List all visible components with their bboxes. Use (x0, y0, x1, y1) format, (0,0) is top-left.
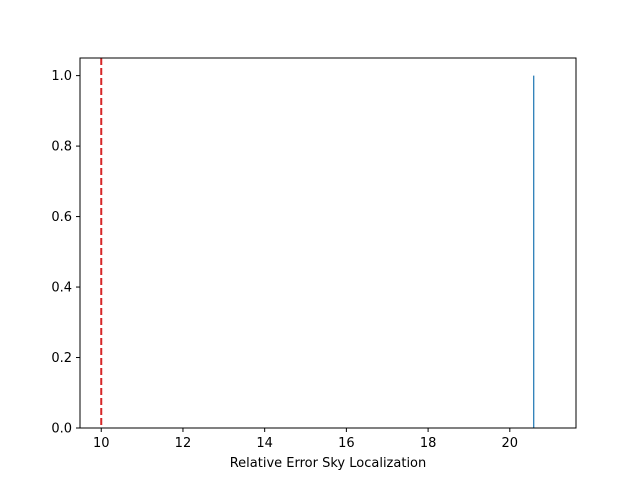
x-tick-label: 12 (175, 436, 192, 451)
y-tick-label: 1.0 (51, 69, 72, 84)
y-axis-ticks: 0.0 0.2 0.4 0.6 0.8 1.0 (51, 69, 80, 437)
x-tick-label: 14 (256, 436, 273, 451)
x-tick-label: 16 (338, 436, 355, 451)
plot-frame (79, 57, 577, 429)
histogram-bar (533, 75, 535, 428)
y-tick-label: 0.6 (51, 210, 72, 225)
y-tick-label: 0.4 (51, 281, 72, 296)
y-tick-label: 0.2 (51, 351, 72, 366)
x-tick-label: 10 (93, 436, 110, 451)
x-axis-ticks: 10 12 14 16 18 20 (93, 428, 518, 451)
x-tick-label: 18 (420, 436, 437, 451)
y-tick-label: 0.8 (51, 140, 72, 155)
x-tick-label: 20 (502, 436, 519, 451)
y-tick-label: 0.0 (51, 422, 72, 437)
x-axis-label: Relative Error Sky Localization (230, 456, 427, 471)
bars-layer (533, 75, 535, 428)
